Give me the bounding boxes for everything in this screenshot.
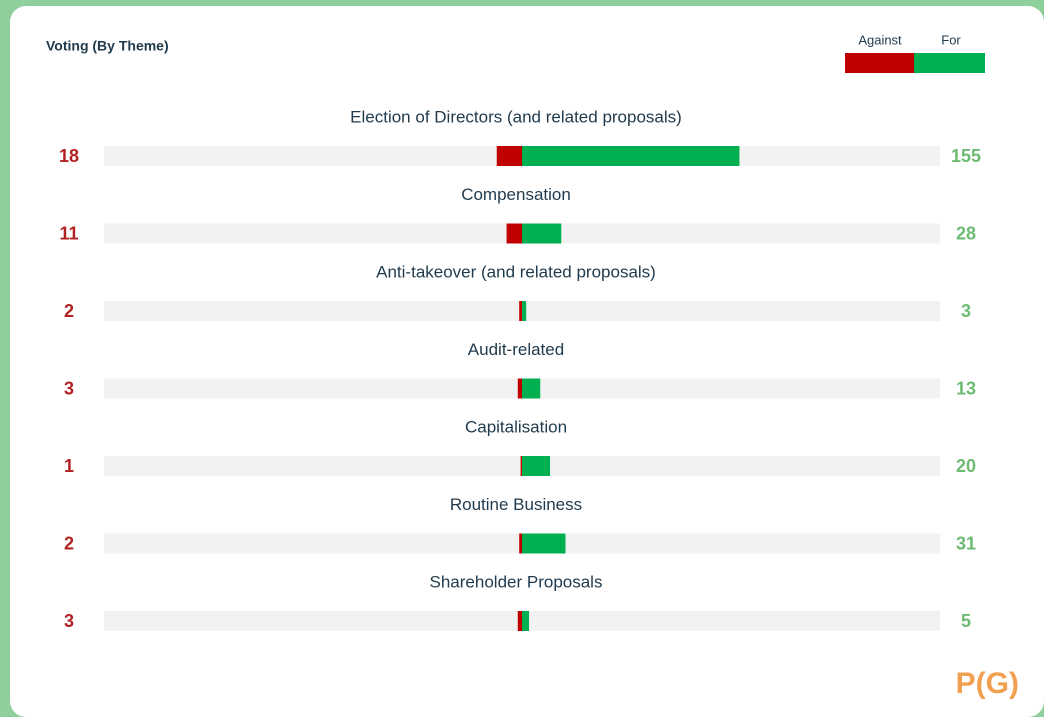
legend-swatch (914, 53, 985, 73)
bar-for (522, 533, 566, 554)
for-value: 31 (956, 533, 976, 553)
category-label: Capitalisation (465, 417, 567, 436)
legend-swatch (845, 53, 914, 73)
category-label: Compensation (461, 185, 571, 204)
for-value: 20 (956, 456, 976, 476)
bar-against (517, 611, 522, 631)
bar-against (517, 378, 522, 399)
logo: P(G) (956, 667, 1019, 700)
against-value: 3 (64, 611, 74, 631)
for-value: 28 (956, 223, 976, 243)
against-value: 18 (59, 146, 79, 166)
category-label: Election of Directors (and related propo… (350, 107, 682, 126)
category-label: Anti-takeover (and related proposals) (376, 262, 656, 281)
against-value: 3 (64, 378, 74, 398)
legend-label: For (941, 32, 961, 47)
legend-label: Against (858, 32, 902, 47)
chart-title: Voting (By Theme) (46, 38, 169, 54)
bar-for (522, 456, 551, 476)
for-value: 13 (956, 378, 976, 398)
for-value: 155 (951, 146, 981, 166)
for-value: 5 (961, 611, 971, 631)
for-value: 3 (961, 301, 971, 321)
against-value: 2 (64, 533, 74, 553)
category-label: Audit-related (468, 340, 564, 359)
card (10, 6, 1044, 717)
bar-for (522, 301, 527, 321)
bar-against (519, 533, 522, 554)
category-label: Shareholder Proposals (430, 572, 603, 591)
against-value: 2 (64, 301, 74, 321)
bar-against (519, 301, 522, 321)
bar-against (520, 456, 522, 476)
against-value: 1 (64, 456, 74, 476)
bar-for (522, 378, 541, 399)
bar-for (522, 223, 562, 244)
against-value: 11 (59, 223, 78, 243)
category-label: Routine Business (450, 495, 582, 514)
bar-against (506, 223, 522, 244)
bar-for (522, 146, 740, 166)
bar-against (496, 146, 522, 166)
bar-for (522, 611, 530, 631)
